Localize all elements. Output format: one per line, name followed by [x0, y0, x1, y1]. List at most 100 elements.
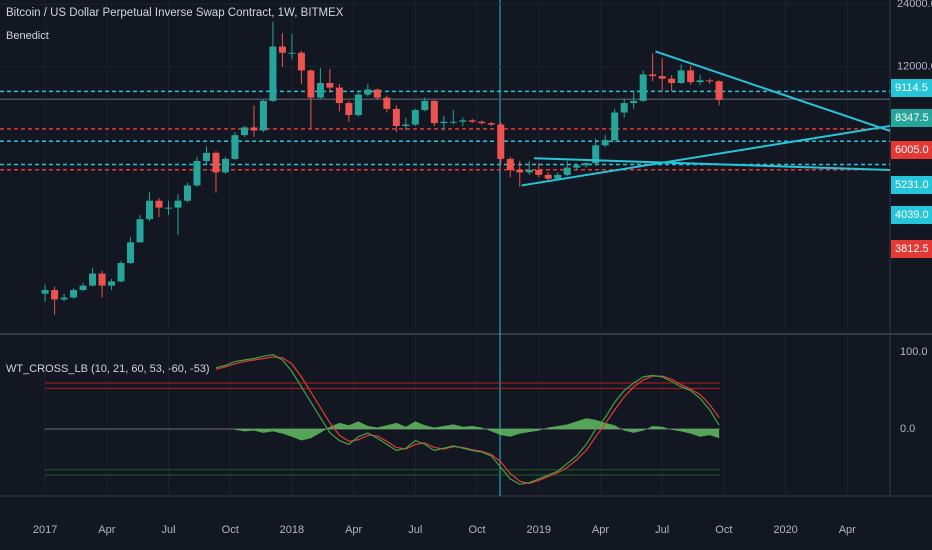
- oscillator-pane: [45, 354, 720, 485]
- candle-body: [174, 200, 182, 208]
- candle-body: [668, 78, 676, 83]
- candle-body: [193, 160, 201, 186]
- candle-body: [421, 100, 429, 111]
- candle-body: [345, 103, 353, 116]
- wave-line: [215, 356, 720, 485]
- x-tick-label: Apr: [592, 524, 609, 536]
- candle-body: [127, 242, 135, 264]
- candle-body: [525, 169, 533, 173]
- price-label: 6005.0: [895, 144, 929, 156]
- candle-body: [70, 290, 78, 298]
- x-tick-label: 2017: [33, 524, 57, 536]
- y-tick-label: 24000.0: [897, 0, 932, 10]
- y-tick-label: 0.0: [900, 423, 915, 435]
- x-tick-label: Oct: [468, 524, 485, 536]
- candle-body: [354, 94, 362, 116]
- candle-body: [373, 89, 381, 98]
- candle-body: [506, 158, 514, 170]
- candle-body: [601, 140, 609, 146]
- x-tick-label: Oct: [715, 524, 732, 536]
- candle-body: [639, 74, 647, 101]
- candle-body: [79, 285, 87, 291]
- candle-body: [478, 121, 486, 124]
- candle-body: [459, 120, 467, 122]
- candle-body: [108, 281, 116, 286]
- candle-body: [677, 70, 685, 83]
- candle-body: [687, 70, 695, 83]
- trend-line: [533, 157, 891, 171]
- x-tick-label: 2020: [773, 524, 797, 536]
- candle-body: [573, 165, 581, 168]
- candle-body: [288, 52, 296, 54]
- price-label: 9114.5: [895, 82, 928, 94]
- candle-body: [516, 169, 524, 173]
- candle-body: [202, 152, 210, 161]
- candle-body: [630, 100, 638, 104]
- price-label: 8347.5: [895, 112, 929, 124]
- candle-body: [316, 82, 324, 98]
- candle-body: [430, 100, 438, 124]
- x-tick-label: 2019: [527, 524, 551, 536]
- price-label-box: [891, 141, 932, 159]
- price-label-box: [891, 109, 932, 127]
- candle-body: [544, 174, 552, 179]
- candle-body: [307, 70, 315, 98]
- candle-body: [155, 200, 163, 208]
- candle-body: [117, 263, 125, 282]
- x-tick-label: Jul: [161, 524, 175, 536]
- candle-body: [563, 167, 571, 175]
- main-pane: [0, 0, 891, 495]
- x-tick-label: 2018: [280, 524, 304, 536]
- trend-line: [655, 50, 891, 132]
- candle-body: [383, 97, 391, 109]
- candle-body: [468, 120, 476, 122]
- candle-body: [706, 80, 714, 82]
- candle-body: [592, 145, 600, 164]
- candle-body: [250, 127, 258, 131]
- chart-title: Bitcoin / US Dollar Perpetual Inverse Sw…: [6, 7, 344, 19]
- candle-body: [582, 163, 590, 166]
- candle-body: [449, 121, 457, 123]
- x-tick-label: Apr: [839, 524, 856, 536]
- price-label-box: [891, 240, 932, 258]
- price-label-box: [891, 79, 932, 97]
- y-tick-label: 12000.0: [897, 61, 932, 73]
- price-label: 4039.0: [895, 209, 929, 221]
- candle-body: [221, 158, 229, 173]
- y-tick-label: 100.0: [900, 346, 928, 358]
- candle-body: [297, 52, 305, 71]
- x-tick-label: Oct: [222, 524, 239, 536]
- candle-body: [620, 103, 628, 113]
- candle-body: [658, 76, 666, 79]
- candle-body: [497, 124, 505, 159]
- candle-body: [240, 127, 248, 136]
- candle-body: [715, 81, 723, 100]
- candle-body: [136, 219, 144, 243]
- candle-body: [402, 124, 410, 126]
- price-label-box: [891, 206, 932, 224]
- price-label-box: [891, 176, 932, 194]
- histogram-area: [234, 418, 720, 441]
- indicator-title: WT_CROSS_LB (10, 21, 60, 53, -60, -53): [6, 363, 210, 375]
- candle-body: [649, 74, 657, 77]
- candle-body: [212, 152, 220, 173]
- chart-subtitle: Benedict: [6, 30, 49, 42]
- candle-body: [146, 200, 154, 220]
- candle-body: [335, 87, 343, 104]
- candle-body: [440, 121, 448, 124]
- x-tick-label: Jul: [655, 524, 669, 536]
- candle-body: [326, 82, 334, 88]
- candle-body: [183, 185, 191, 201]
- price-label: 5231.0: [895, 179, 929, 191]
- candle-body: [696, 80, 704, 83]
- candle-body: [269, 46, 277, 101]
- x-tick-label: Apr: [345, 524, 362, 536]
- candle-body: [165, 207, 173, 209]
- candle-body: [611, 112, 619, 141]
- candle-body: [51, 290, 59, 300]
- candle-body: [411, 110, 419, 125]
- candle-body: [231, 135, 239, 159]
- price-label: 3812.5: [895, 243, 929, 255]
